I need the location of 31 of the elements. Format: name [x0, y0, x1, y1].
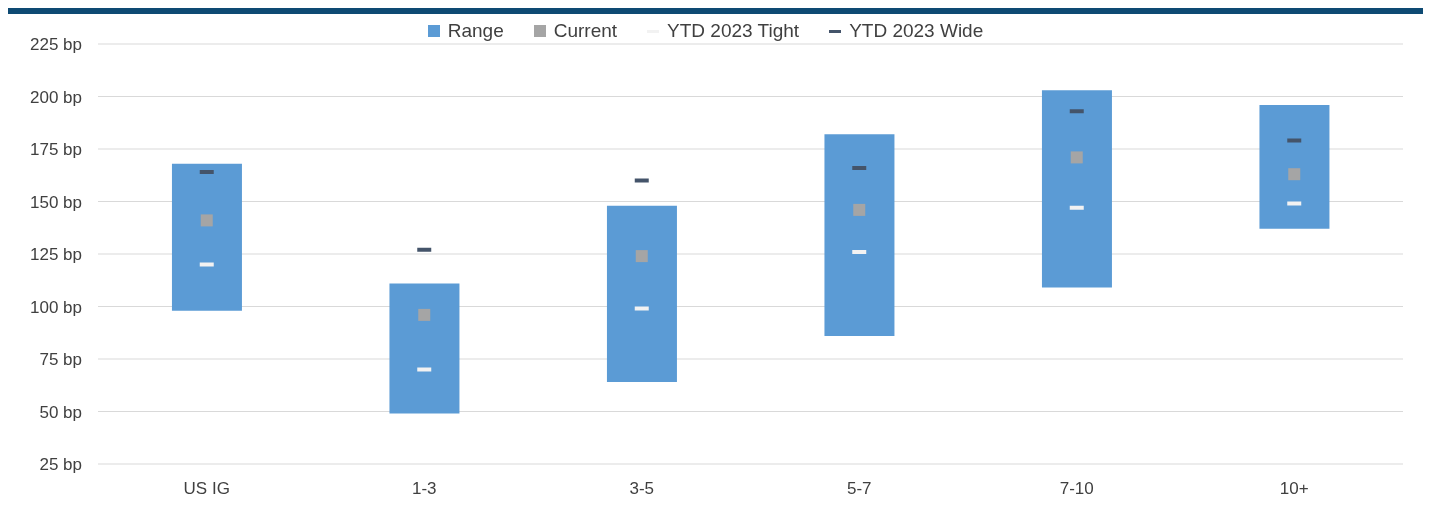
- y-tick-label: 225 bp: [30, 35, 82, 55]
- legend-label: YTD 2023 Wide: [848, 20, 984, 42]
- legend-label: Current: [552, 20, 618, 42]
- bar: [824, 134, 895, 336]
- y-tick-label: 175 bp: [30, 140, 82, 160]
- y-tick-label: 200 bp: [30, 87, 82, 107]
- x-tick-label: 10+: [1279, 479, 1309, 499]
- x-tick-label: 3-5: [629, 479, 655, 499]
- point: [853, 203, 866, 216]
- x-tick-label: 7-10: [1059, 479, 1094, 499]
- bar: [1259, 104, 1330, 229]
- point: [1070, 151, 1083, 164]
- y-tick-label: 100 bp: [30, 297, 82, 317]
- y-tick-label: 50 bp: [39, 402, 82, 422]
- y-tick-label: 75 bp: [39, 350, 82, 370]
- y-tick-label: 25 bp: [39, 455, 82, 475]
- x-tick-label: US IG: [183, 479, 230, 499]
- point: [200, 214, 213, 227]
- point: [1288, 168, 1301, 181]
- bar: [1041, 90, 1112, 288]
- y-tick-label: 150 bp: [30, 192, 82, 212]
- bar: [606, 205, 677, 383]
- point: [635, 250, 648, 263]
- x-tick-label: 1-3: [411, 479, 437, 499]
- bar: [389, 283, 460, 414]
- y-tick-label: 125 bp: [30, 245, 82, 265]
- point: [418, 308, 431, 321]
- legend-label: YTD 2023 Tight: [666, 20, 800, 42]
- bar: [171, 163, 242, 311]
- x-tick-label: 5-7: [846, 479, 872, 499]
- legend-label: Range: [446, 20, 504, 42]
